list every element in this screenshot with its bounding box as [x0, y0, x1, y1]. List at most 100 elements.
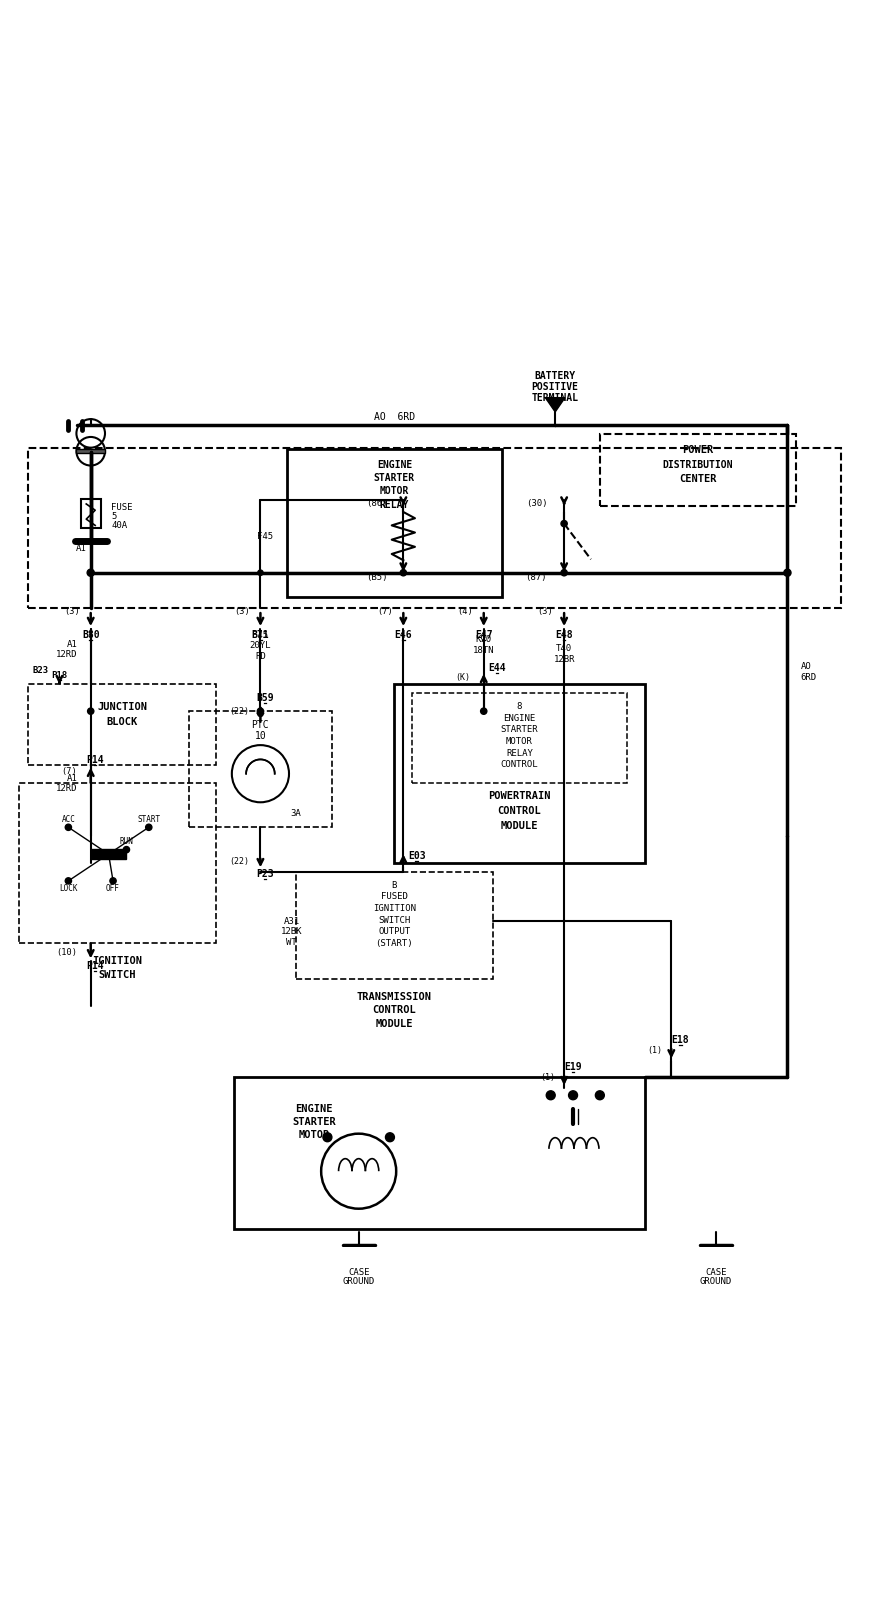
Text: MODULE: MODULE [375, 1018, 413, 1029]
Text: 12RD: 12RD [56, 784, 77, 794]
Text: 12BK: 12BK [281, 927, 303, 937]
Bar [234, 1077, 644, 1230]
Circle shape [385, 1134, 394, 1142]
Text: MOTOR: MOTOR [380, 487, 409, 496]
Text: (7): (7) [377, 607, 392, 616]
Text: AO: AO [801, 663, 812, 671]
Text: 20YL: 20YL [250, 642, 271, 650]
Text: (3): (3) [65, 607, 80, 616]
Text: 12BR: 12BR [554, 655, 575, 664]
Text: (30): (30) [527, 498, 548, 508]
Text: 3A: 3A [291, 810, 302, 818]
Text: E19: E19 [564, 1061, 582, 1071]
Text: (3): (3) [538, 607, 554, 616]
Text: (22): (22) [229, 706, 250, 716]
Text: 10: 10 [254, 732, 266, 741]
Text: ACC: ACC [62, 815, 75, 825]
Text: A31: A31 [284, 917, 300, 925]
Text: STARTER: STARTER [501, 725, 538, 735]
Text: CONTROL: CONTROL [501, 760, 538, 768]
Text: CASE: CASE [705, 1268, 727, 1276]
Bar [81, 500, 100, 528]
Text: 5: 5 [111, 512, 116, 520]
Circle shape [110, 877, 116, 884]
Text: (3): (3) [234, 607, 250, 616]
Bar [189, 711, 332, 828]
Text: E03: E03 [408, 850, 426, 861]
Text: MODULE: MODULE [501, 821, 538, 831]
Text: RUN: RUN [119, 837, 134, 845]
Text: (4): (4) [457, 607, 473, 616]
Circle shape [784, 568, 791, 576]
Bar [297, 873, 493, 980]
Text: 12RD: 12RD [56, 650, 77, 660]
Text: B71: B71 [252, 631, 269, 640]
Circle shape [595, 1090, 604, 1100]
Text: (1): (1) [648, 1045, 662, 1055]
Circle shape [65, 877, 72, 884]
Circle shape [87, 568, 94, 576]
Text: (10): (10) [56, 948, 77, 957]
Text: CENTER: CENTER [679, 474, 717, 484]
Text: (START): (START) [375, 938, 413, 948]
Text: P14: P14 [86, 961, 104, 970]
Text: B: B [392, 881, 397, 890]
Text: FUSED: FUSED [381, 892, 408, 901]
Text: E47: E47 [475, 631, 493, 640]
Text: IGNITION: IGNITION [92, 956, 142, 967]
Bar [412, 693, 626, 783]
Bar [76, 448, 105, 453]
Text: (86): (86) [366, 498, 387, 508]
Text: FUSE: FUSE [111, 503, 133, 512]
Text: 40A: 40A [111, 520, 127, 530]
Text: CASE: CASE [348, 1268, 369, 1276]
Circle shape [258, 570, 263, 575]
Text: (B5): (B5) [366, 573, 387, 581]
Text: WT: WT [287, 938, 297, 948]
Text: OFF: OFF [106, 884, 120, 893]
Text: GROUND: GROUND [700, 1278, 732, 1287]
Circle shape [561, 520, 567, 527]
Text: ENGINE: ENGINE [377, 459, 412, 469]
Text: (87): (87) [525, 573, 547, 581]
Text: STARTER: STARTER [292, 1117, 336, 1127]
Text: ENGINE: ENGINE [296, 1103, 332, 1114]
Text: OUTPUT: OUTPUT [378, 927, 410, 937]
Text: RELAY: RELAY [506, 749, 533, 757]
Text: BLOCK: BLOCK [107, 717, 138, 727]
Circle shape [547, 1090, 556, 1100]
Text: 8: 8 [517, 703, 522, 711]
Text: SWITCH: SWITCH [99, 970, 136, 980]
Text: TERMINAL: TERMINAL [531, 392, 579, 403]
Text: A1: A1 [66, 773, 77, 783]
Text: STARTER: STARTER [374, 472, 415, 484]
Bar [90, 849, 126, 860]
Bar [28, 684, 216, 765]
Circle shape [569, 1090, 578, 1100]
Text: F45: F45 [253, 631, 269, 640]
Text: A1: A1 [66, 640, 77, 648]
Text: 18TN: 18TN [473, 645, 495, 655]
Text: IGNITION: IGNITION [373, 905, 416, 913]
Text: DISTRIBUTION: DISTRIBUTION [663, 459, 733, 469]
Circle shape [323, 1134, 332, 1142]
Text: RELAY: RELAY [380, 500, 409, 509]
Text: MOTOR: MOTOR [298, 1130, 330, 1140]
Text: AO  6RD: AO 6RD [374, 413, 415, 423]
Text: T40: T40 [556, 644, 573, 653]
Text: GROUND: GROUND [342, 1278, 375, 1287]
Text: K90: K90 [476, 636, 492, 644]
Text: CONTROL: CONTROL [373, 1005, 417, 1015]
Text: START: START [137, 815, 160, 825]
Text: B23: B23 [32, 666, 48, 676]
Circle shape [561, 570, 567, 576]
Text: SWITCH: SWITCH [378, 916, 410, 925]
Text: B59: B59 [256, 693, 273, 703]
Circle shape [258, 711, 263, 717]
Circle shape [401, 570, 407, 576]
Text: LOCK: LOCK [59, 884, 78, 893]
Bar [394, 684, 644, 863]
Circle shape [480, 708, 487, 714]
Text: JUNCTION: JUNCTION [97, 701, 147, 712]
Text: POWERTRAIN: POWERTRAIN [488, 791, 551, 800]
